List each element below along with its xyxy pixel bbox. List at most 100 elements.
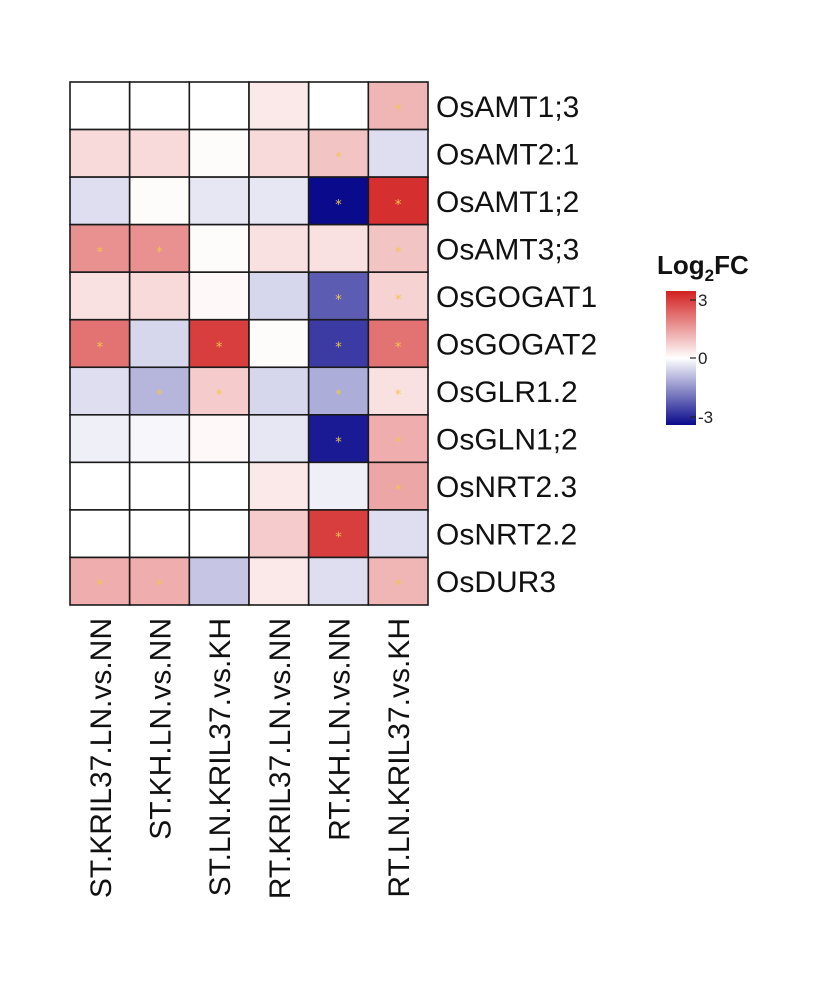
row-label: OsAMT3;3 (436, 233, 579, 266)
heatmap-cell (367, 461, 429, 511)
row-label: OsGOGAT1 (436, 281, 597, 314)
significance-star: * (395, 341, 402, 356)
heatmap-cells (69, 81, 429, 606)
legend-title: Log2FC (657, 250, 749, 285)
heatmap-cell (69, 318, 131, 369)
legend-tick-high: 3 (698, 291, 707, 310)
heatmap-cell (367, 176, 429, 226)
heatmap-cell (307, 271, 370, 321)
significance-star: * (335, 531, 342, 546)
heatmap-cell (307, 366, 370, 416)
row-label: OsAMT1;3 (436, 91, 579, 124)
significance-star: * (395, 578, 402, 593)
column-label: ST.KRIL37.LN.vs.NN (85, 618, 118, 898)
heatmap-cell (367, 509, 429, 559)
significance-star: * (395, 245, 402, 260)
heatmap-cell (248, 461, 310, 511)
row-label: OsAMT1;2 (436, 186, 579, 219)
heatmap-cell (128, 223, 191, 273)
significance-star: * (335, 388, 342, 403)
significance-star: * (395, 483, 402, 498)
significance-star: * (335, 341, 342, 356)
heatmap-cell (248, 509, 310, 559)
significance-star: * (156, 578, 163, 593)
heatmap-cell (128, 271, 191, 321)
significance-star: * (156, 388, 163, 403)
significance-star: * (216, 341, 223, 356)
row-label: OsGOGAT2 (436, 329, 597, 362)
heatmap-cell (248, 366, 310, 416)
legend-title-subscript: 2 (705, 266, 714, 285)
significance-star: * (335, 293, 342, 308)
significance-star: * (395, 103, 402, 118)
heatmap-cell (188, 128, 250, 178)
heatmap-cell (69, 414, 131, 464)
significance-star: * (395, 388, 402, 403)
heatmap-cell (188, 223, 250, 273)
significance-star: * (216, 388, 223, 403)
heatmap-cell (69, 128, 131, 178)
heatmap-cell (188, 176, 250, 226)
heatmap-cell (188, 461, 250, 511)
heatmap-cell (248, 318, 310, 369)
row-labels: OsAMT1;3 OsAMT2:1 OsAMT1;2 OsAMT3;3 OsGOGAT1… (436, 91, 597, 599)
heatmap-cell (307, 318, 370, 369)
heatmap-cell (188, 414, 250, 464)
heatmap-cell (307, 81, 370, 131)
heatmap-cell (248, 556, 310, 606)
heatmap-cell (69, 271, 131, 321)
heatmap-cell (128, 128, 191, 178)
heatmap-cell (248, 176, 310, 226)
row-label: OsDUR3 (436, 566, 556, 599)
significance-star: * (395, 436, 402, 451)
heatmap-cell (248, 271, 310, 321)
column-label: ST.LN.KRIL37.vs.KH (204, 618, 237, 896)
column-labels: ST.KRIL37.LN.vs.NN ST.KH.LN.vs.NN ST.LN.KR… (85, 618, 416, 899)
legend-tick-low: -3 (698, 408, 713, 427)
significance-star: * (156, 245, 163, 260)
heatmap-cell (188, 556, 250, 606)
significance-star: * (335, 436, 342, 451)
row-label: OsNRT2.2 (436, 519, 577, 552)
heatmap-cell (69, 176, 131, 226)
column-label: RT.KH.LN.vs.NN (324, 618, 357, 841)
legend-title-suffix: FC (714, 250, 749, 280)
heatmap-cell (128, 318, 191, 369)
significance-star: * (97, 578, 104, 593)
legend-tick-mid: 0 (698, 349, 707, 368)
row-label: OsNRT2.3 (436, 471, 577, 504)
heatmap-cell (248, 223, 310, 273)
column-label: RT.LN.KRIL37.vs.KH (383, 618, 416, 898)
significance-marks: * * * * * * * * * * * * * * * * * * * * * * * * (97, 103, 402, 593)
heatmap-cell (367, 128, 429, 178)
significance-star: * (395, 198, 402, 213)
heatmap-cell (188, 81, 250, 131)
significance-star: * (335, 198, 342, 213)
heatmap-cell (307, 556, 370, 606)
heatmap-cell (69, 366, 131, 416)
heatmap-cell (188, 271, 250, 321)
heatmap-cell (307, 509, 370, 559)
column-label: RT.KRIL37.LN.vs.NN (264, 618, 297, 899)
significance-star: * (395, 293, 402, 308)
significance-star: * (97, 341, 104, 356)
row-label: OsGLR1.2 (436, 376, 578, 409)
heatmap-cell (367, 366, 429, 416)
heatmap-cell (128, 81, 191, 131)
heatmap-cell (69, 509, 131, 559)
row-label: OsGLN1;2 (436, 424, 578, 457)
heatmap-cell (248, 128, 310, 178)
heatmap-cell (307, 461, 370, 511)
heatmap-cell (69, 81, 131, 131)
heatmap-cell (367, 414, 429, 464)
color-legend: Log2FC 3 0 -3 (657, 250, 749, 427)
significance-star: * (97, 245, 104, 260)
heatmap-cell (367, 556, 429, 606)
heatmap-cell (128, 556, 191, 606)
heatmap-cell (128, 414, 191, 464)
heatmap-cell (367, 81, 429, 131)
heatmap-cell (188, 509, 250, 559)
heatmap-cell (69, 461, 131, 511)
heatmap-cell (128, 461, 191, 511)
significance-star: * (335, 150, 342, 165)
